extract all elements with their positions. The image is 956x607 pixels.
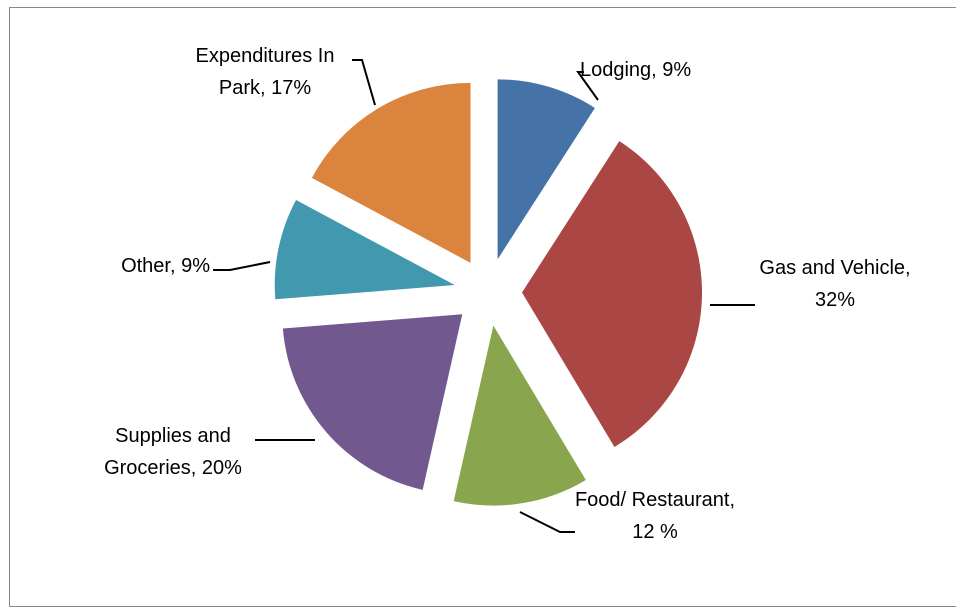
leader-line [576,71,599,101]
pie-slice [453,325,586,506]
pie-slice [274,200,455,300]
data-label: Expenditures In Park, 17% [195,45,335,99]
pie-slice [497,79,595,260]
leader-line [213,261,271,271]
data-label: Supplies and Groceries, 20% [104,425,242,479]
pie-slice [521,141,702,447]
data-label: Food/ Restaurant, 12 % [574,489,736,543]
leader-line [352,59,376,106]
pie-plot [213,59,755,533]
data-label: Lodging, 9% [580,59,692,81]
data-label: Other, 9% [121,255,210,277]
chart: Lodging, 9% Gas and Vehicle, 32% Food/ Res… [9,7,956,607]
pie-slice [282,314,463,490]
leader-line [519,511,575,533]
pie-slice [311,82,471,263]
data-label: Gas and Vehicle, 32% [759,257,911,311]
